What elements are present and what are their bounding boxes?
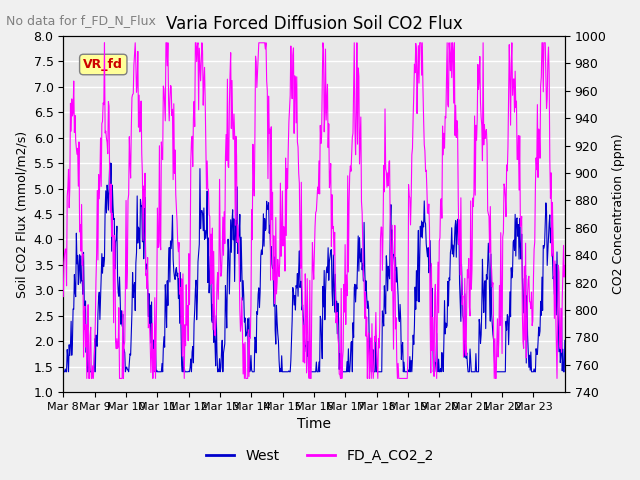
Y-axis label: Soil CO2 Flux (mmol/m2/s): Soil CO2 Flux (mmol/m2/s) bbox=[15, 131, 28, 298]
Text: VR_fd: VR_fd bbox=[83, 58, 124, 71]
Title: Varia Forced Diffusion Soil CO2 Flux: Varia Forced Diffusion Soil CO2 Flux bbox=[166, 15, 463, 33]
Y-axis label: CO2 Concentration (ppm): CO2 Concentration (ppm) bbox=[612, 134, 625, 294]
X-axis label: Time: Time bbox=[297, 418, 331, 432]
Text: No data for f_FD_N_Flux: No data for f_FD_N_Flux bbox=[6, 14, 156, 27]
Legend: West, FD_A_CO2_2: West, FD_A_CO2_2 bbox=[201, 443, 439, 468]
